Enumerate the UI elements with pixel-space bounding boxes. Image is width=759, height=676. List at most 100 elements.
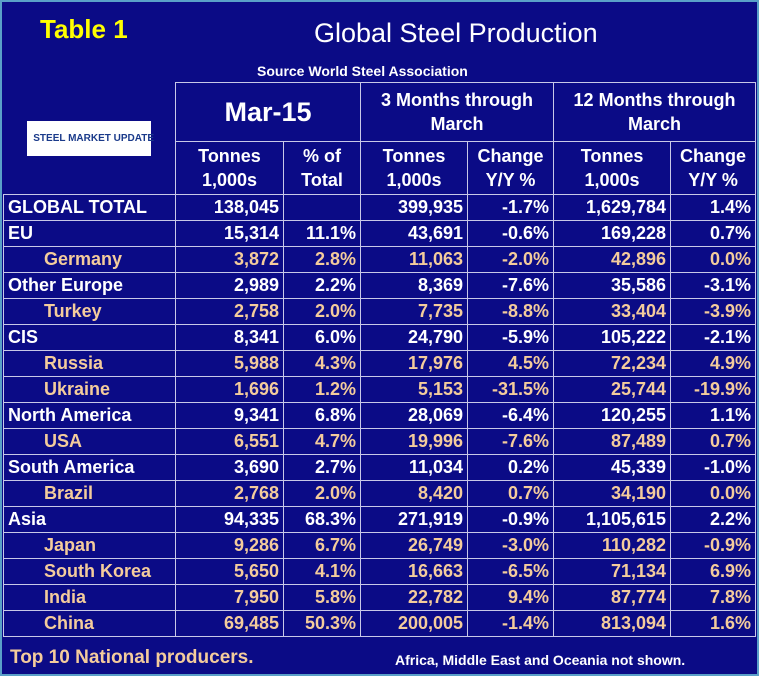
cell: -0.9% bbox=[670, 532, 757, 559]
cell: 2.2% bbox=[670, 506, 757, 533]
cell: 8,369 bbox=[360, 272, 469, 299]
cell: 1.6% bbox=[670, 610, 757, 637]
cell: -3.9% bbox=[670, 298, 757, 325]
cell: 87,774 bbox=[553, 584, 672, 611]
cell: -3.0% bbox=[467, 532, 555, 559]
cell: 399,935 bbox=[360, 194, 469, 221]
cell: 169,228 bbox=[553, 220, 672, 247]
table-row: Asia 94,335 68.3% 271,919 -0.9% 1,105,615 2.2% bbox=[3, 506, 757, 533]
table-row: China 69,485 50.3% 200,005 -1.4% 813,094 1.6% bbox=[3, 610, 757, 637]
table-row: CIS 8,341 6.0% 24,790 -5.9% 105,222 -2.1% bbox=[3, 324, 757, 351]
cell: 6,551 bbox=[175, 428, 284, 455]
group-header: 3 Months through March bbox=[360, 82, 555, 142]
column-header-line: Total bbox=[301, 170, 343, 190]
cell: 4.7% bbox=[282, 428, 362, 455]
cell: 8,341 bbox=[175, 324, 284, 351]
table-row: USA 6,551 4.7% 19,996 -7.6% 87,489 0.7% bbox=[3, 428, 757, 455]
cell: -1.7% bbox=[467, 194, 555, 221]
cell: 8,420 bbox=[360, 480, 469, 507]
table-row: Japan 9,286 6.7% 26,749 -3.0% 110,282 -0.9% bbox=[3, 532, 757, 559]
cell: 9,341 bbox=[175, 402, 284, 429]
row-label: EU bbox=[3, 220, 176, 247]
cell: -6.5% bbox=[467, 558, 555, 585]
cell: 2.0% bbox=[282, 298, 362, 325]
cell: 7,735 bbox=[360, 298, 469, 325]
logo: STEEL MARKET UPDATE bbox=[27, 120, 154, 156]
cell: 2.8% bbox=[282, 246, 362, 273]
row-label: India bbox=[3, 584, 176, 611]
table-row: Brazil 2,768 2.0% 8,420 0.7% 34,190 0.0% bbox=[3, 480, 757, 507]
row-label: Ukraine bbox=[3, 376, 176, 403]
cell: 1.2% bbox=[282, 376, 362, 403]
cell: -1.0% bbox=[670, 454, 757, 481]
table-label: Table 1 bbox=[40, 14, 128, 44]
column-header-line: Change bbox=[477, 146, 544, 166]
column-header-line: Change bbox=[680, 146, 747, 166]
cell: 5.8% bbox=[282, 584, 362, 611]
table-row: Ukraine 1,696 1.2% 5,153 -31.5% 25,744 -19.9% bbox=[3, 376, 757, 403]
cell: 0.7% bbox=[670, 220, 757, 247]
cell: 22,782 bbox=[360, 584, 469, 611]
cell: 120,255 bbox=[553, 402, 672, 429]
cell: 7.8% bbox=[670, 584, 757, 611]
cell: 15,314 bbox=[175, 220, 284, 247]
cell: -0.6% bbox=[467, 220, 555, 247]
cell: 5,153 bbox=[360, 376, 469, 403]
cell: 0.2% bbox=[467, 454, 555, 481]
column-header: Tonnes 1,000s bbox=[175, 141, 284, 195]
footer-note: Top 10 National producers. bbox=[10, 647, 254, 668]
table-row: India 7,950 5.8% 22,782 9.4% 87,774 7.8% bbox=[3, 584, 757, 611]
cell: 3,690 bbox=[175, 454, 284, 481]
cell: -3.1% bbox=[670, 272, 757, 299]
column-header: Change Y/Y % bbox=[670, 141, 757, 195]
cell: 138,045 bbox=[175, 194, 284, 221]
table-row: Other Europe 2,989 2.2% 8,369 -7.6% 35,586 -3.… bbox=[3, 272, 757, 299]
cell: 6.8% bbox=[282, 402, 362, 429]
cell: 11,063 bbox=[360, 246, 469, 273]
cell: 200,005 bbox=[360, 610, 469, 637]
group-line: March bbox=[430, 114, 484, 134]
row-label: South America bbox=[3, 454, 176, 481]
cell: 1.4% bbox=[670, 194, 757, 221]
cell: -7.6% bbox=[467, 428, 555, 455]
table-title: Global Steel Production bbox=[314, 18, 598, 48]
cell: 2,989 bbox=[175, 272, 284, 299]
cell: 271,919 bbox=[360, 506, 469, 533]
column-header-line: Y/Y % bbox=[688, 170, 738, 190]
row-label: China bbox=[3, 610, 176, 637]
row-label: Germany bbox=[3, 246, 176, 273]
table-row: Germany 3,872 2.8% 11,063 -2.0% 42,896 0.0% bbox=[3, 246, 757, 273]
cell: 68.3% bbox=[282, 506, 362, 533]
row-label: South Korea bbox=[3, 558, 176, 585]
cell: 6.9% bbox=[670, 558, 757, 585]
column-header-line: Tonnes bbox=[382, 146, 446, 166]
cell: 1,696 bbox=[175, 376, 284, 403]
table-row: North America 9,341 6.8% 28,069 -6.4% 120,255… bbox=[3, 402, 757, 429]
cell: -5.9% bbox=[467, 324, 555, 351]
cell: 2,758 bbox=[175, 298, 284, 325]
cell: 42,896 bbox=[553, 246, 672, 273]
cell: 2.7% bbox=[282, 454, 362, 481]
table-row: Russia 5,988 4.3% 17,976 4.5% 72,234 4.9% bbox=[3, 350, 757, 377]
row-label: Russia bbox=[3, 350, 176, 377]
cell: 2,768 bbox=[175, 480, 284, 507]
cell: 0.7% bbox=[467, 480, 555, 507]
cell: 4.9% bbox=[670, 350, 757, 377]
row-label: CIS bbox=[3, 324, 176, 351]
row-label: Asia bbox=[3, 506, 176, 533]
column-header: Change Y/Y % bbox=[467, 141, 555, 195]
cell: 17,976 bbox=[360, 350, 469, 377]
cell: -0.9% bbox=[467, 506, 555, 533]
cell: 1.1% bbox=[670, 402, 757, 429]
period: Mar-15 bbox=[174, 82, 362, 142]
cell: 4.1% bbox=[282, 558, 362, 585]
cell: 24,790 bbox=[360, 324, 469, 351]
row-label: Other Europe bbox=[3, 272, 176, 299]
row-label: USA bbox=[3, 428, 176, 455]
column-header: % of Total bbox=[282, 141, 362, 195]
cell: -2.0% bbox=[467, 246, 555, 273]
cell: 11,034 bbox=[360, 454, 469, 481]
table-row: GLOBAL TOTAL 138,045 399,935 -1.7% 1,629,784… bbox=[3, 194, 757, 221]
cell: -6.4% bbox=[467, 402, 555, 429]
cell: -2.1% bbox=[670, 324, 757, 351]
